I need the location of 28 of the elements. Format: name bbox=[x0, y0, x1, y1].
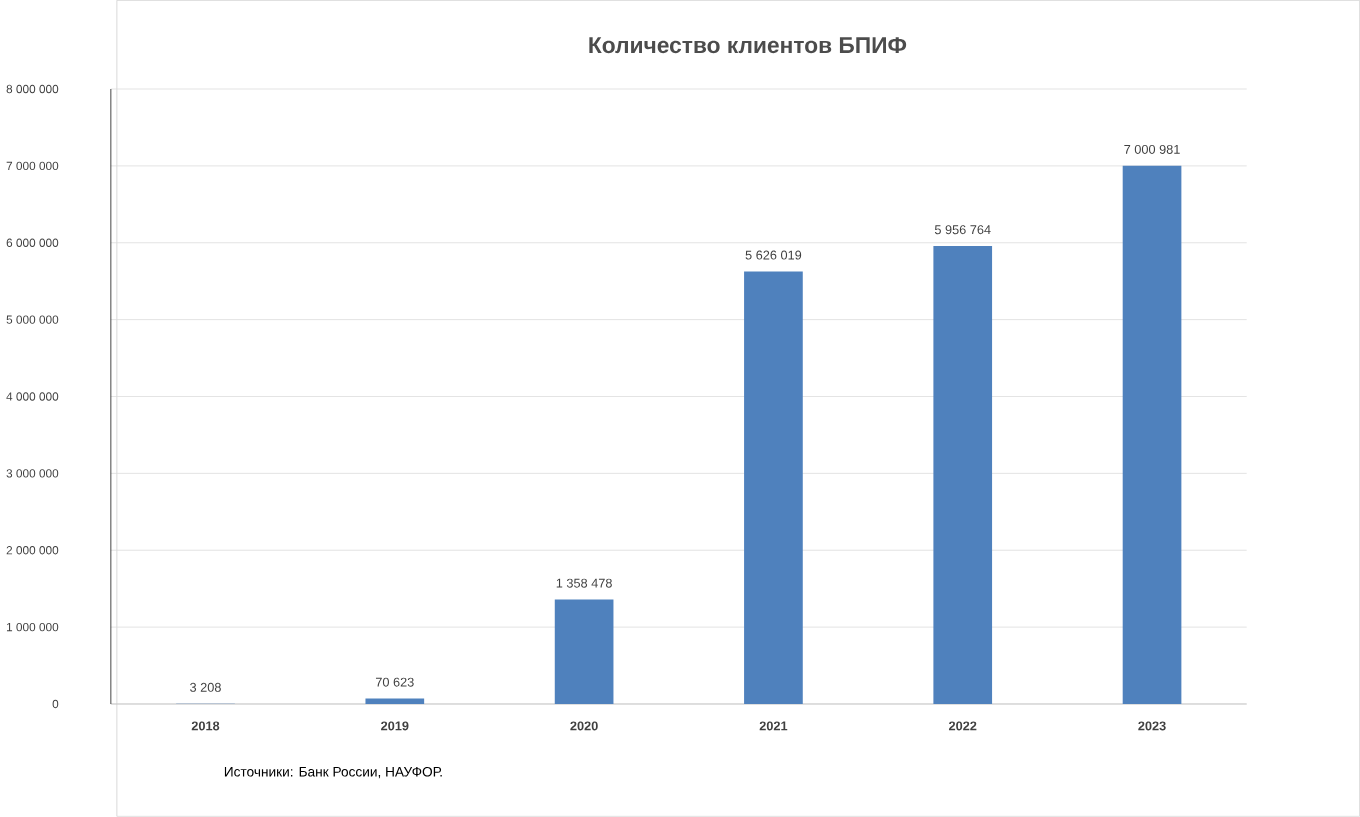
chart-title: Количество клиентов БПИФ bbox=[589, 37, 907, 54]
bar bbox=[744, 271, 803, 705]
bar bbox=[554, 599, 614, 705]
x-tick-label: 2020 bbox=[570, 721, 598, 731]
y-tick-label: 7 000 000 bbox=[6, 161, 59, 171]
x-tick-label: 2022 bbox=[948, 721, 977, 731]
data-label: 7 000 981 bbox=[1124, 145, 1180, 154]
x-tick-label: 2018 bbox=[191, 721, 220, 731]
data-label: 1 358 478 bbox=[556, 578, 612, 588]
x-tick-label: 2021 bbox=[759, 721, 788, 731]
data-label: 70 623 bbox=[375, 677, 414, 687]
bar bbox=[365, 698, 425, 705]
y-tick-label: 1 000 000 bbox=[6, 623, 59, 632]
bar bbox=[933, 246, 993, 705]
data-label: 5 956 764 bbox=[934, 225, 991, 235]
y-tick-label: 8 000 000 bbox=[6, 84, 59, 94]
y-tick-label: 3 000 000 bbox=[6, 469, 59, 478]
y-tick-label: 5 000 000 bbox=[6, 315, 59, 324]
x-tick-label: 2023 bbox=[1138, 721, 1166, 731]
y-tick-label: 6 000 000 bbox=[6, 238, 59, 248]
bar bbox=[1122, 165, 1182, 705]
data-label: 3 208 bbox=[190, 682, 221, 692]
x-tick-label: 2019 bbox=[381, 721, 409, 731]
text: Источники: Банк России, НАУФОР. bbox=[224, 767, 442, 779]
y-tick-label: 4 000 000 bbox=[6, 392, 59, 401]
y-tick-label: 0 bbox=[52, 699, 59, 709]
data-label: 5 626 019 bbox=[745, 250, 802, 260]
y-tick-label: 2 000 000 bbox=[6, 546, 59, 555]
